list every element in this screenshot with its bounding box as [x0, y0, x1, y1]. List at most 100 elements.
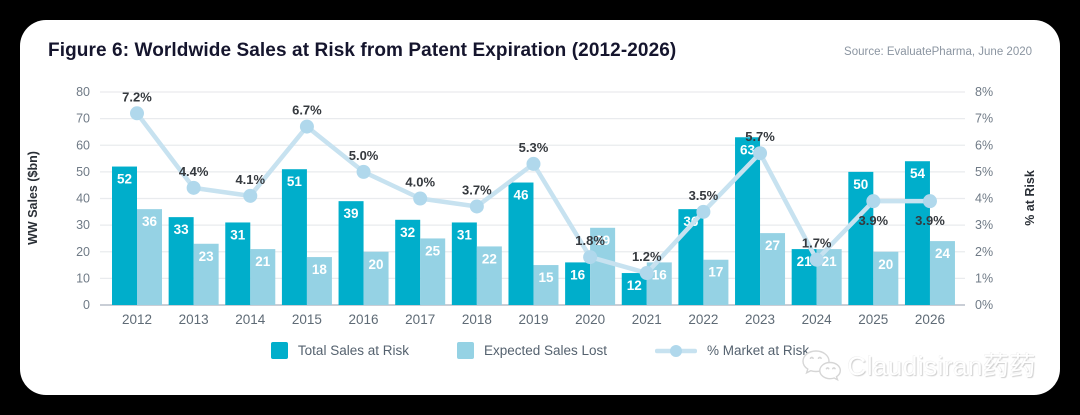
market-risk-point [866, 194, 881, 209]
bar-value-label: 16 [570, 267, 586, 282]
bar-value-label: 12 [627, 278, 642, 293]
legend: Total Sales at Risk Expected Sales Lost % … [20, 342, 1060, 359]
bar-total-sales [225, 222, 251, 305]
bar-value-label: 50 [853, 177, 868, 192]
figure-source: Source: EvaluatePharma, June 2020 [844, 46, 1032, 58]
market-risk-label: 1.2% [632, 249, 662, 264]
bar-value-label: 20 [369, 257, 384, 272]
y-left-tick-label: 80 [76, 85, 90, 99]
bar-value-label: 31 [457, 227, 473, 242]
bar-total-sales [565, 262, 591, 305]
figure-card: Figure 6: Worldwide Sales at Risk from P… [20, 20, 1060, 395]
x-tick-label: 2019 [518, 312, 548, 327]
market-risk-label: 3.7% [462, 182, 492, 197]
bar-expected-lost [873, 251, 899, 305]
bar-value-label: 23 [199, 249, 215, 264]
figure-title: Figure 6: Worldwide Sales at Risk from P… [48, 40, 677, 61]
x-tick-label: 2026 [915, 312, 945, 327]
market-risk-label: 1.8% [575, 233, 605, 248]
bar-total-sales [735, 137, 761, 305]
bar-expected-lost [590, 227, 616, 305]
legend-item-2: % Market at Risk [655, 343, 809, 358]
bar-value-label: 22 [482, 251, 497, 266]
bar-value-label: 39 [344, 206, 359, 221]
bar-value-label: 29 [595, 233, 610, 248]
y-left-tick-label: 40 [76, 192, 90, 206]
market-risk-point [356, 164, 371, 179]
market-risk-label: 5.3% [519, 140, 549, 155]
market-risk-label: 4.1% [235, 172, 265, 187]
legend-line-icon [655, 344, 698, 357]
figure-header: Figure 6: Worldwide Sales at Risk from P… [48, 40, 1032, 62]
market-risk-label: 3.9% [915, 213, 945, 228]
bar-value-label: 17 [708, 265, 723, 280]
bar-expected-lost [193, 243, 219, 305]
market-risk-point [186, 180, 201, 195]
x-tick-label: 2018 [462, 312, 492, 327]
market-risk-label: 5.7% [745, 129, 775, 144]
bar-total-sales [338, 201, 364, 305]
legend-item-0: Total Sales at Risk [270, 342, 409, 359]
market-risk-label: 5.0% [349, 148, 379, 163]
market-risk-point [243, 188, 258, 203]
bar-value-label: 27 [765, 238, 780, 253]
market-risk-point [526, 156, 541, 171]
market-risk-label: 7.2% [122, 89, 152, 104]
x-tick-label: 2012 [122, 312, 152, 327]
bar-expected-lost [760, 233, 786, 305]
market-risk-label: 1.7% [802, 236, 832, 251]
y-left-tick-label: 60 [76, 138, 90, 152]
market-risk-label: 4.4% [179, 164, 209, 179]
y-right-axis-title: % at Risk [1023, 170, 1037, 226]
bar-total-sales [395, 219, 421, 305]
market-risk-label: 6.7% [292, 103, 322, 118]
bar-expected-lost [476, 246, 502, 305]
y-right-tick-label: 5% [975, 165, 993, 179]
x-tick-label: 2013 [179, 312, 209, 327]
bar-total-sales [848, 171, 874, 305]
bar-value-label: 33 [174, 222, 190, 237]
market-risk-point [696, 204, 711, 219]
bar-expected-lost [306, 257, 332, 305]
bar-expected-lost [929, 241, 955, 305]
bar-value-label: 25 [425, 243, 441, 258]
bar-value-label: 36 [142, 214, 158, 229]
market-risk-label: 3.5% [689, 188, 719, 203]
market-risk-point [413, 191, 428, 206]
x-tick-label: 2025 [858, 312, 888, 327]
y-right-tick-label: 1% [975, 271, 993, 285]
market-risk-point [809, 252, 824, 267]
bar-value-label: 51 [287, 174, 303, 189]
legend-swatch-icon [270, 342, 288, 359]
bar-value-label: 21 [255, 254, 271, 269]
bar-total-sales [168, 217, 194, 305]
market-risk-point [130, 106, 144, 121]
x-tick-label: 2014 [235, 312, 266, 327]
wechat-icon [802, 349, 842, 381]
y-right-tick-label: 3% [975, 218, 993, 232]
y-right-tick-label: 6% [975, 138, 993, 152]
y-left-tick-label: 30 [76, 218, 90, 232]
bar-value-label: 52 [117, 172, 132, 187]
y-right-tick-label: 4% [975, 192, 993, 206]
market-risk-point [299, 119, 314, 134]
y-left-tick-label: 10 [76, 271, 90, 285]
bar-value-label: 18 [312, 262, 328, 277]
bar-value-label: 21 [797, 254, 813, 269]
bar-expected-lost [533, 265, 559, 305]
x-tick-label: 2022 [688, 312, 718, 327]
market-risk-point [753, 146, 768, 161]
bar-value-label: 20 [878, 257, 893, 272]
bar-expected-lost [363, 251, 389, 305]
bar-expected-lost [137, 209, 162, 305]
legend-item-1: Expected Sales Lost [456, 342, 608, 359]
y-right-tick-label: 2% [975, 245, 993, 259]
legend-label: Expected Sales Lost [483, 343, 608, 358]
bar-value-label: 54 [910, 166, 926, 181]
bar-total-sales [904, 161, 930, 305]
x-tick-label: 2017 [405, 312, 435, 327]
bar-value-label: 31 [230, 227, 246, 242]
market-risk-point [922, 194, 937, 209]
x-tick-label: 2024 [802, 312, 833, 327]
